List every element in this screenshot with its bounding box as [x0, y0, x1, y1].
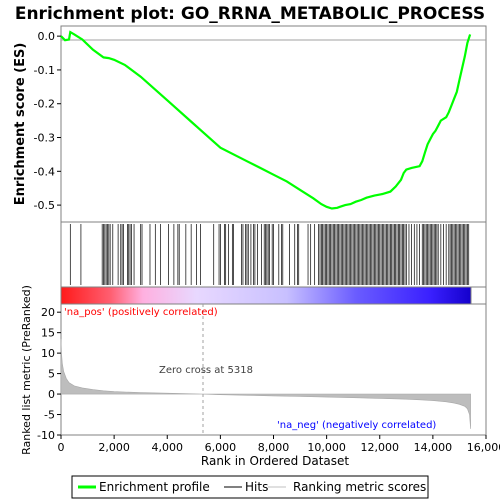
ranked-y-tick-label: 10 — [41, 347, 55, 360]
ranked-panel-frame — [60, 303, 487, 436]
es-y-tick-label: -0.2 — [34, 98, 55, 111]
legend-enrichment-label: Enrichment profile — [99, 480, 210, 494]
x-tick-label: 8,000 — [258, 441, 290, 454]
es-panel-frame — [60, 25, 487, 223]
ranked-y-axis-label: Ranked list metric (PreRanked) — [20, 285, 33, 455]
pos-correlated-label: 'na_pos' (positively correlated) — [64, 307, 218, 318]
x-tick-label: 16,000 — [467, 441, 500, 454]
es-y-tick-label: -0.4 — [34, 165, 55, 178]
es-y-tick-label: -0.5 — [34, 199, 55, 212]
legend-ranking-label: Ranking metric scores — [293, 480, 426, 494]
enrichment-profile-series — [60, 30, 472, 210]
ranking-metric-series — [60, 338, 471, 429]
ranked-y-tick-label: 5 — [48, 368, 55, 381]
es-y-tick-label: -0.3 — [34, 132, 55, 145]
rank-color-bar — [60, 286, 472, 305]
ranked-y-tick-label: -10 — [37, 429, 55, 442]
ranked-y-tick-label: 0 — [48, 388, 55, 401]
x-axis-label: Rank in Ordered Dataset — [201, 454, 349, 468]
es-y-tick-label: 0.0 — [38, 30, 56, 43]
ranked-y-tick-label: -5 — [44, 409, 55, 422]
x-tick-label: 6,000 — [205, 441, 237, 454]
legend-box — [71, 475, 429, 499]
es-y-ticks: 0.0 -0.1 -0.2 -0.3 -0.4 -0.5 — [34, 30, 61, 212]
ranked-y-tick-label: 15 — [41, 327, 55, 340]
chart-title: Enrichment plot: GO_RRNA_METABOLIC_PROCE… — [15, 4, 485, 24]
x-tick-label: 2,000 — [98, 441, 130, 454]
x-tick-label: 14,000 — [414, 441, 453, 454]
enrichment-profile-line — [60, 30, 472, 210]
x-tick-label: 12,000 — [361, 441, 400, 454]
es-y-axis-label: Enrichment score (ES) — [13, 43, 28, 206]
neg-correlated-label: 'na_neg' (negatively correlated) — [277, 420, 436, 431]
es-y-tick-label: -0.1 — [34, 64, 55, 77]
ranking-metric-area — [60, 338, 471, 429]
x-tick-label: 10,000 — [307, 441, 346, 454]
x-tick-label: 4,000 — [152, 441, 184, 454]
ranked-y-tick-label: 20 — [41, 306, 55, 319]
hits-series — [69, 224, 470, 285]
zero-cross-label: Zero cross at 5318 — [159, 365, 253, 376]
x-axis-ticks: 0 2,000 4,000 6,000 8,000 10,000 12,000 14,000 1… — [58, 435, 500, 454]
ranked-y-ticks: 20 15 10 5 0 -5 -10 — [37, 306, 61, 442]
legend-hits-label: Hits — [245, 480, 268, 494]
x-tick-label: 0 — [58, 441, 65, 454]
